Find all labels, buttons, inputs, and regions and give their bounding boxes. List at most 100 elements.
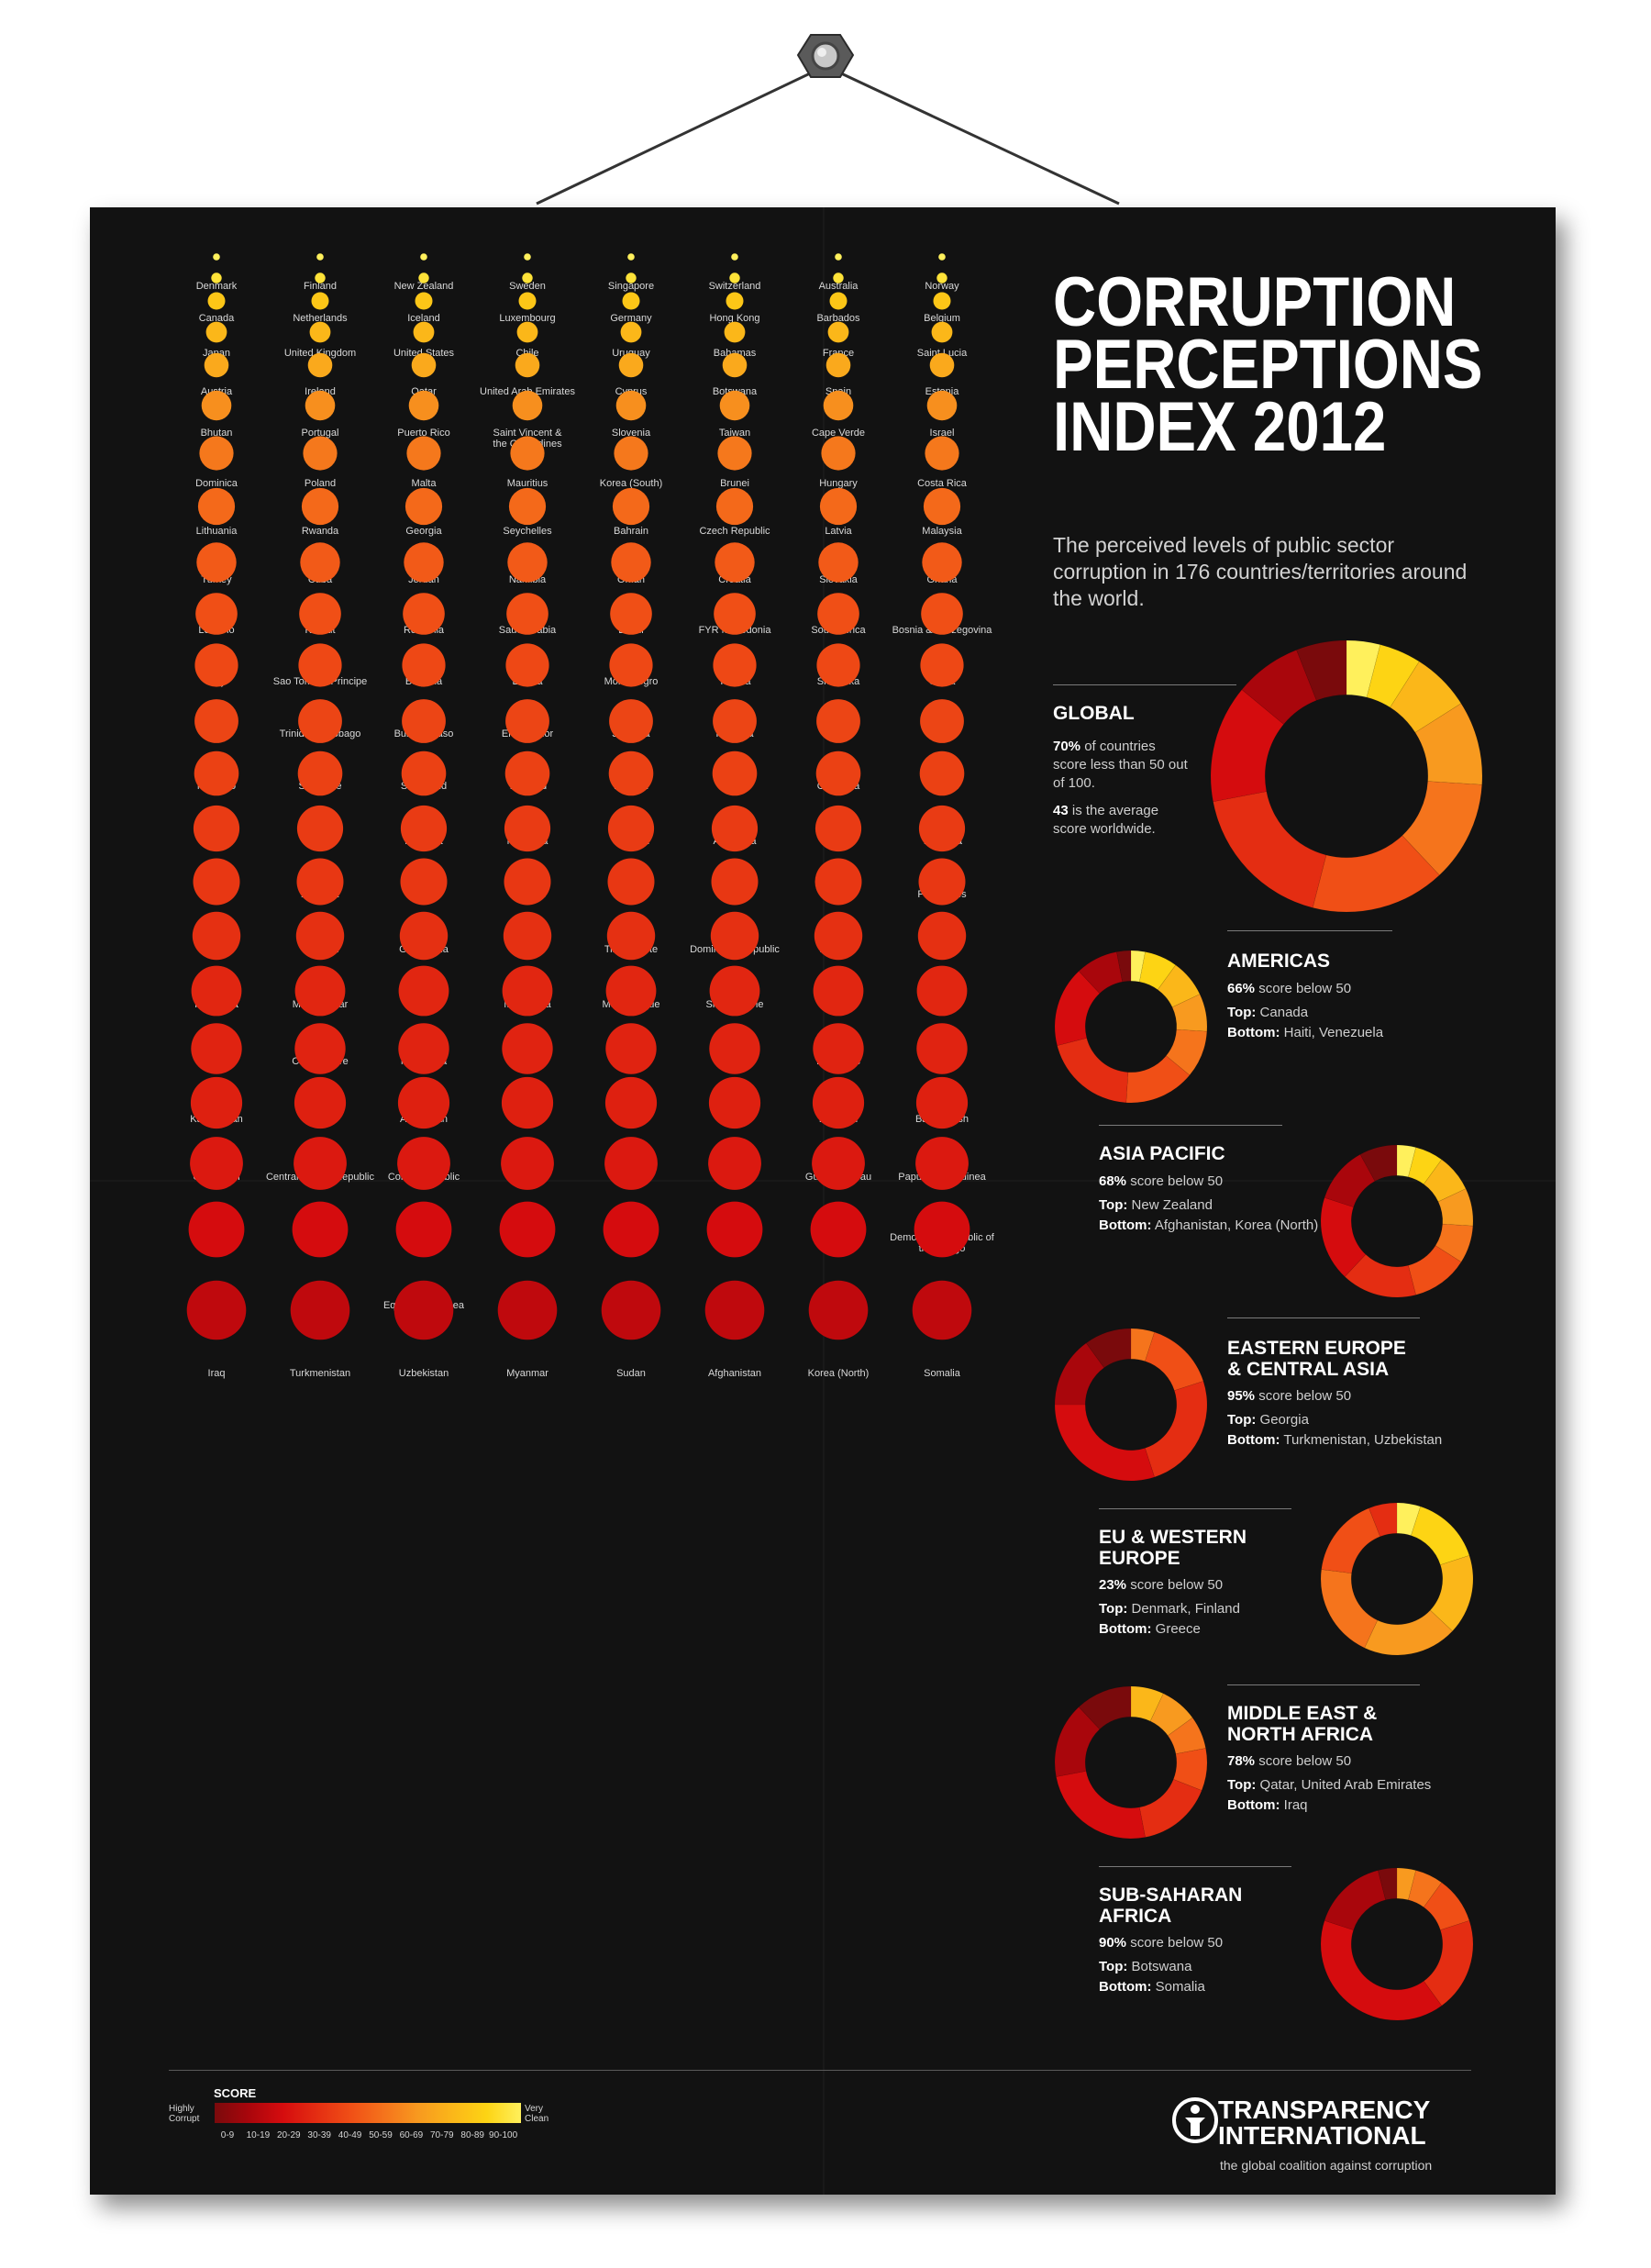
country-dot — [918, 858, 966, 906]
country-label: Korea (North) — [808, 1368, 870, 1379]
country-dot — [729, 272, 740, 284]
country-dot — [510, 436, 545, 471]
country-dot — [713, 699, 757, 743]
eastern-europe-heading-line-1: EASTERN EUROPE — [1227, 1338, 1406, 1359]
country-dot — [192, 911, 241, 961]
americas-top-text: Top: Canada — [1227, 1004, 1308, 1022]
country-label: Bhutan — [201, 428, 233, 439]
country-dot — [418, 272, 429, 284]
western-europe-heading: EU & WESTERN EUROPE — [1099, 1527, 1247, 1569]
western-europe-bottom-prefix: Bottom: — [1099, 1621, 1152, 1637]
country-dot — [715, 542, 755, 583]
americas-bottom-text: Bottom: Haiti, Venezuela — [1227, 1024, 1383, 1042]
asia-pacific-percent-desc: score below 50 — [1130, 1173, 1224, 1189]
country-dot — [501, 1076, 554, 1129]
sub-saharan-top: Botswana — [1131, 1959, 1192, 1974]
country-dot — [614, 436, 648, 471]
country-label: Korea (South) — [600, 478, 662, 489]
country-label: Georgia — [405, 526, 442, 537]
country-label: Turkmenistan — [290, 1368, 350, 1379]
middle-east-heading-line-2: NORTH AFRICA — [1227, 1724, 1374, 1745]
poster-subtitle: The perceived levels of public sector co… — [1053, 533, 1468, 610]
eastern-europe-top-text: Top: Georgia — [1227, 1411, 1309, 1429]
country-dot — [213, 253, 220, 261]
country-dot — [205, 321, 227, 343]
country-label: Bahrain — [614, 526, 648, 537]
eastern-europe-bottom-prefix: Bottom: — [1227, 1432, 1280, 1448]
country-label: Australia — [819, 281, 859, 292]
donut-segment — [1130, 1328, 1156, 1362]
country-dot — [815, 750, 861, 796]
middle-east-bottom-text: Bottom: Iraq — [1227, 1796, 1308, 1815]
logo-tagline: the global coalition against corruption — [1220, 2158, 1433, 2173]
country-dot — [813, 1023, 864, 1074]
country-dot — [413, 321, 435, 343]
donut-segment — [1056, 1770, 1146, 1840]
country-label: Sudan — [616, 1368, 646, 1379]
sub-saharan-percent-desc: score below 50 — [1130, 1935, 1224, 1951]
western-europe-heading-line-1: EU & WESTERN — [1099, 1527, 1247, 1548]
country-label: Denmark — [196, 281, 238, 292]
country-label: Poland — [305, 478, 336, 489]
country-label: Malaysia — [922, 526, 962, 537]
middle-east-bottom-prefix: Bottom: — [1227, 1797, 1280, 1813]
country-label: Uzbekistan — [399, 1368, 449, 1379]
donut-segment — [1145, 1380, 1208, 1478]
donut-segment — [1324, 1870, 1386, 1930]
country-label: Lithuania — [196, 526, 238, 537]
poster-title: CORRUPTION PERCEPTIONS INDEX 2012 — [1053, 268, 1482, 462]
country-label: New Zealand — [394, 281, 454, 292]
donut-segment — [1423, 1919, 1474, 2007]
country-dot — [506, 593, 548, 635]
eastern-europe-percent-text: 95% score below 50 — [1227, 1387, 1351, 1406]
asia-pacific-top-prefix: Top: — [1099, 1197, 1128, 1213]
donut-segment — [1138, 1778, 1202, 1838]
country-dot — [605, 965, 657, 1017]
donut-segment — [1320, 1919, 1443, 2021]
asia-pacific-percent: 68% — [1099, 1173, 1127, 1189]
country-dot — [294, 1076, 347, 1129]
country-dot — [303, 436, 338, 471]
country-dot — [711, 858, 759, 906]
donut-segment — [1054, 1342, 1105, 1406]
donut-segment — [1116, 950, 1132, 983]
global-rule — [1053, 684, 1236, 685]
country-dot — [294, 1023, 346, 1074]
country-dot — [821, 436, 856, 471]
country-dot — [926, 390, 958, 421]
country-dot — [826, 352, 851, 378]
country-dot — [816, 699, 860, 743]
country-dot — [713, 643, 757, 687]
country-dot — [711, 805, 759, 852]
country-dot — [400, 858, 448, 906]
country-dot — [300, 542, 340, 583]
eastern-europe-top: Georgia — [1259, 1412, 1309, 1428]
country-dot — [912, 1280, 972, 1340]
country-dot — [925, 436, 959, 471]
country-dot — [922, 542, 962, 583]
country-dot — [609, 699, 653, 743]
country-label: Luxembourg — [499, 313, 555, 324]
country-label: Netherlands — [293, 313, 348, 324]
country-dot — [504, 858, 551, 906]
country-label: Latvia — [825, 526, 852, 537]
country-dot — [301, 487, 339, 526]
country-dot — [808, 1280, 869, 1340]
donut-segment — [1165, 1028, 1208, 1076]
country-dot — [618, 352, 644, 378]
country-label: Iceland — [407, 313, 439, 324]
country-dot — [622, 292, 640, 310]
country-dot — [812, 1076, 865, 1129]
americas-top: Canada — [1259, 1005, 1309, 1020]
donut-segment — [1423, 1159, 1467, 1203]
country-dot — [608, 750, 654, 796]
country-dot — [817, 593, 859, 635]
global-average-desc: is the average score worldwide. — [1053, 803, 1159, 837]
country-dot — [505, 643, 549, 687]
country-label: Sweden — [509, 281, 546, 292]
country-dot — [626, 272, 637, 284]
asia-pacific-percent-text: 68% score below 50 — [1099, 1173, 1223, 1191]
donut-segment — [1320, 1569, 1379, 1649]
country-dot — [607, 805, 655, 852]
country-label: Saint Vincent & — [493, 428, 562, 439]
